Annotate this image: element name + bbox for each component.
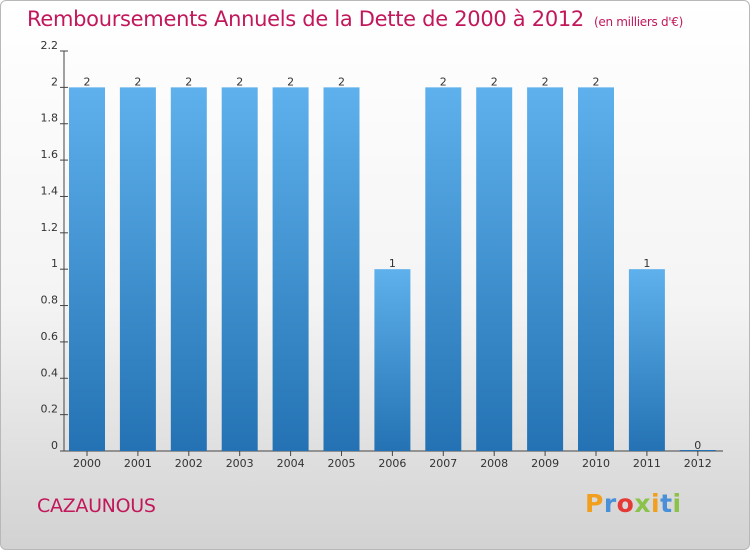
data-label: 2 [593, 75, 600, 88]
bar-2008 [476, 87, 513, 451]
x-tick-label: 2006 [378, 457, 406, 470]
x-tick-label: 2010 [582, 457, 610, 470]
y-tick-label: 1.6 [41, 148, 59, 161]
commune-name: CAZAUNOUS [37, 495, 156, 517]
logo-letter: x [634, 489, 651, 518]
x-tick-label: 2001 [124, 457, 152, 470]
x-tick-label: 2009 [531, 457, 559, 470]
data-label: 2 [440, 75, 447, 88]
bar-2012 [679, 450, 716, 451]
data-label: 2 [236, 75, 243, 88]
logo-letter: o [616, 489, 635, 518]
data-label: 2 [542, 75, 549, 88]
y-tick-label: 1.4 [41, 184, 59, 197]
y-tick-label: 0 [51, 439, 58, 452]
x-tick-label: 2005 [328, 457, 356, 470]
bar-2007 [425, 87, 462, 451]
bar-2001 [119, 87, 156, 451]
logo-letter: r [603, 489, 617, 518]
y-tick-label: 0.6 [41, 330, 59, 343]
bar-2003 [221, 87, 258, 451]
x-tick-label: 2002 [175, 457, 203, 470]
y-tick-label: 1 [51, 257, 58, 270]
x-tick-label: 2007 [429, 457, 457, 470]
data-label: 2 [84, 75, 91, 88]
y-tick-label: 0.2 [41, 403, 59, 416]
x-tick-label: 2012 [684, 457, 712, 470]
proxiti-logo: Proxiti [585, 489, 682, 518]
logo-letter: P [585, 489, 604, 518]
bar-2000 [69, 87, 105, 451]
chart-title: Remboursements Annuels de la Dette de 20… [27, 7, 683, 31]
chart-title-text: Remboursements Annuels de la Dette de 20… [27, 7, 584, 31]
y-tick-label: 2 [51, 75, 58, 88]
bar-2011 [628, 269, 665, 451]
logo-letter: t [660, 489, 673, 518]
data-label: 2 [491, 75, 498, 88]
y-tick-label: 0.4 [41, 366, 59, 379]
bar-2002 [170, 87, 207, 451]
y-tick-label: 0.8 [41, 294, 59, 307]
logo-letter: i [672, 489, 682, 518]
x-tick-label: 2003 [226, 457, 254, 470]
bar-2009 [527, 87, 564, 451]
x-tick-label: 2000 [73, 457, 101, 470]
x-tick-label: 2011 [633, 457, 661, 470]
data-label: 2 [338, 75, 345, 88]
data-label: 2 [287, 75, 294, 88]
x-tick-label: 2008 [480, 457, 508, 470]
data-label: 1 [643, 257, 650, 270]
data-label: 0 [694, 439, 701, 452]
bar-2005 [323, 87, 360, 451]
bar-2006 [374, 269, 411, 451]
data-label: 2 [185, 75, 192, 88]
data-label: 2 [134, 75, 141, 88]
y-tick-label: 2.2 [41, 39, 59, 52]
y-tick-label: 1.8 [41, 112, 59, 125]
x-tick-label: 2004 [277, 457, 305, 470]
y-tick-label: 1.2 [41, 221, 59, 234]
bar-2010 [578, 87, 614, 451]
logo-letter: i [651, 489, 661, 518]
chart-unit: (en milliers d'€) [594, 15, 684, 29]
bar-2004 [272, 87, 309, 451]
data-label: 1 [389, 257, 396, 270]
